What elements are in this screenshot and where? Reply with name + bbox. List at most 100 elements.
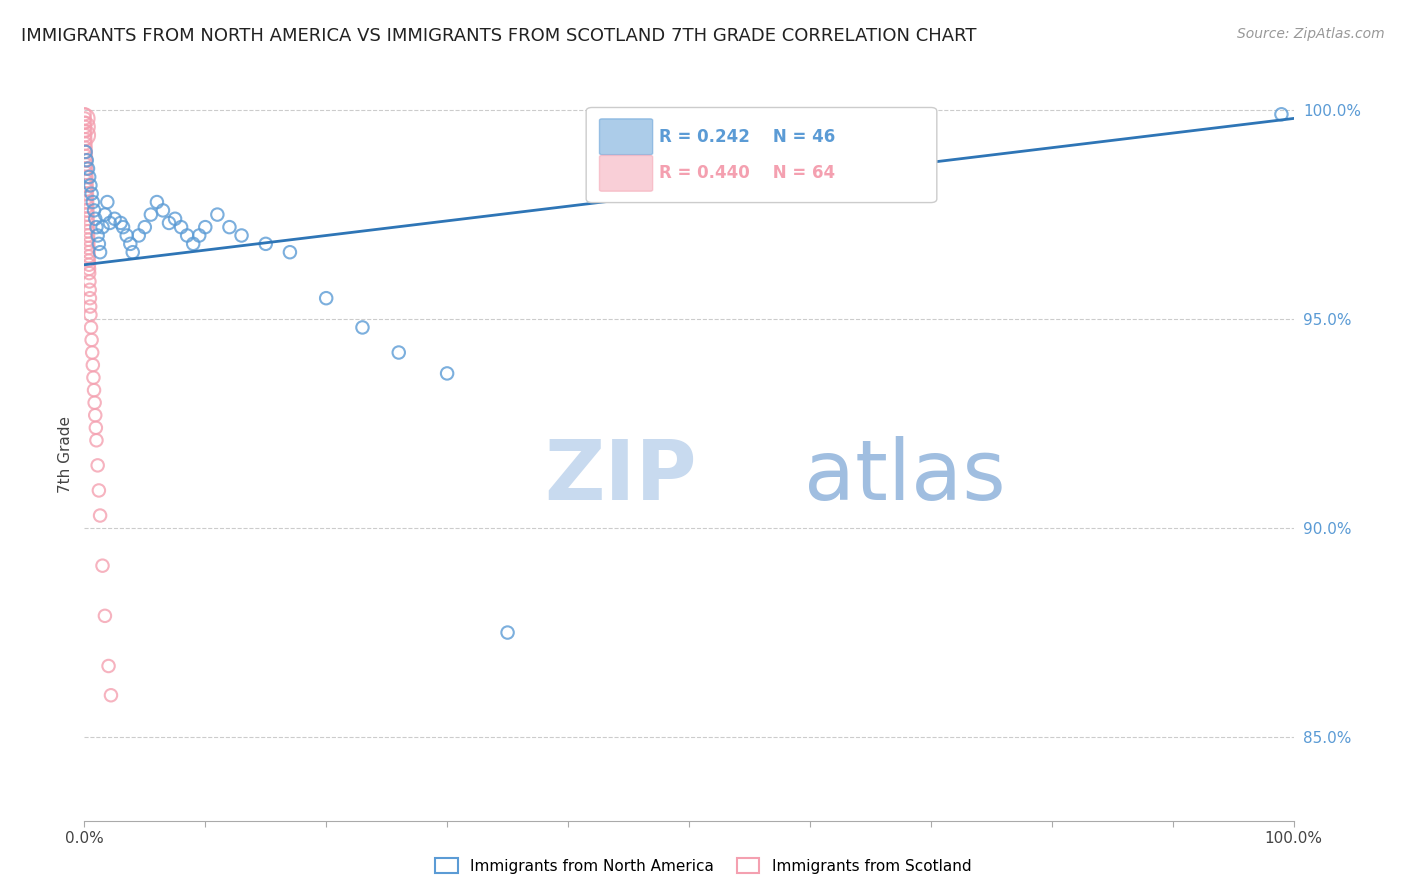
Point [75, 161, 97, 176]
Point [86, 458, 108, 473]
FancyBboxPatch shape [599, 155, 652, 191]
Point [77, 241, 100, 255]
Point [165, 211, 187, 226]
Point [91, 220, 114, 235]
Point [139, 208, 162, 222]
Legend: Immigrants from North America, Immigrants from Scotland: Immigrants from North America, Immigrant… [429, 852, 977, 880]
Point [77, 224, 100, 238]
Point [86, 434, 108, 448]
Point [278, 245, 301, 260]
Point [388, 345, 411, 359]
Point [120, 236, 142, 251]
Point [134, 220, 156, 235]
Point [170, 220, 193, 235]
Point [77, 253, 100, 268]
Y-axis label: 7th Grade: 7th Grade [58, 417, 73, 493]
Point [89, 508, 111, 523]
Point [188, 228, 211, 243]
Point [79, 178, 101, 193]
Point [86, 228, 108, 243]
Point [157, 216, 180, 230]
Point [76, 199, 98, 213]
Point [75, 136, 97, 151]
Point [73, 112, 96, 126]
Point [100, 688, 122, 702]
Point [73, 112, 96, 126]
FancyBboxPatch shape [599, 119, 652, 154]
Point [79, 283, 101, 297]
Point [76, 211, 98, 226]
Point [75, 149, 97, 163]
Point [315, 291, 337, 305]
Point [82, 195, 104, 210]
Point [76, 191, 98, 205]
Point [73, 115, 96, 129]
Point [82, 370, 104, 384]
Text: IMMIGRANTS FROM NORTH AMERICA VS IMMIGRANTS FROM SCOTLAND 7TH GRADE CORRELATION : IMMIGRANTS FROM NORTH AMERICA VS IMMIGRA… [21, 27, 977, 45]
Text: R = 0.242    N = 46: R = 0.242 N = 46 [659, 128, 835, 145]
Point [194, 220, 217, 235]
Point [75, 166, 97, 180]
Point [146, 195, 169, 210]
Point [112, 220, 135, 235]
Point [121, 245, 143, 260]
Point [77, 161, 100, 176]
Point [76, 195, 98, 210]
Point [98, 216, 121, 230]
Point [77, 228, 100, 243]
Point [176, 228, 198, 243]
Point [218, 220, 240, 235]
Point [75, 141, 97, 155]
Point [79, 275, 101, 289]
Point [75, 153, 97, 168]
Point [79, 308, 101, 322]
Point [115, 228, 138, 243]
Point [73, 120, 96, 134]
Point [231, 228, 253, 243]
Point [496, 625, 519, 640]
Point [76, 153, 98, 168]
Point [94, 208, 117, 222]
Point [87, 236, 110, 251]
Point [73, 107, 96, 121]
Point [97, 659, 120, 673]
Point [76, 182, 98, 196]
Point [76, 174, 98, 188]
Point [91, 558, 114, 573]
Point [207, 208, 229, 222]
Point [83, 203, 105, 218]
Point [1270, 107, 1292, 121]
Point [76, 208, 98, 222]
Point [75, 124, 97, 138]
Point [75, 169, 97, 184]
Point [75, 132, 97, 146]
Point [152, 203, 174, 218]
Point [86, 220, 108, 235]
Point [84, 421, 107, 435]
Point [75, 157, 97, 171]
Point [77, 249, 100, 263]
Text: ZIP: ZIP [544, 436, 696, 517]
Point [75, 145, 97, 159]
Point [80, 186, 103, 201]
Point [96, 195, 118, 210]
Point [77, 169, 100, 184]
Point [76, 220, 98, 235]
Point [128, 228, 150, 243]
Point [87, 483, 110, 498]
Point [76, 186, 98, 201]
Point [76, 178, 98, 193]
Point [83, 395, 105, 409]
Text: atlas: atlas [804, 436, 1005, 517]
Point [79, 300, 101, 314]
Text: R = 0.440    N = 64: R = 0.440 N = 64 [659, 164, 835, 182]
Point [76, 203, 98, 218]
Point [82, 345, 104, 359]
Point [82, 358, 104, 372]
Text: Source: ZipAtlas.com: Source: ZipAtlas.com [1237, 27, 1385, 41]
Point [77, 236, 100, 251]
Point [77, 261, 100, 276]
Point [254, 236, 277, 251]
Point [436, 367, 458, 381]
Point [352, 320, 374, 334]
